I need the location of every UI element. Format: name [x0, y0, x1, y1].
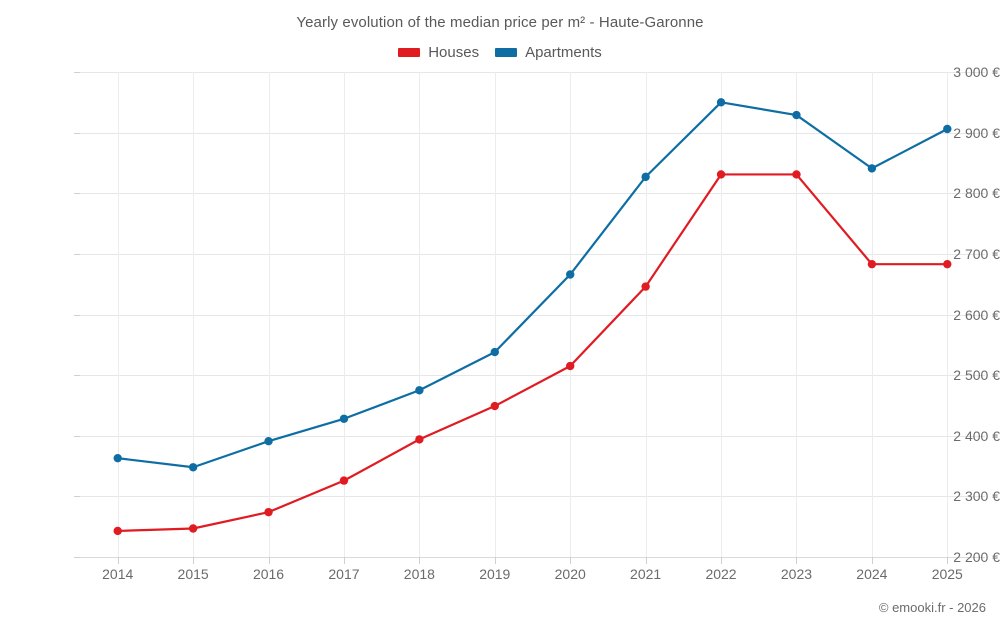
y-axis-tick — [74, 435, 80, 437]
x-axis-tick — [268, 557, 270, 564]
gridline-vertical — [268, 72, 270, 557]
gridline-vertical — [117, 72, 119, 557]
y-axis-tick — [74, 314, 80, 316]
x-axis-label: 2015 — [177, 566, 209, 582]
y-axis-tick — [74, 253, 80, 255]
y-axis-tick — [74, 72, 80, 73]
gridline-horizontal — [80, 496, 985, 498]
gridline-horizontal — [80, 375, 985, 377]
gridline-vertical — [645, 72, 647, 557]
gridline-vertical — [570, 72, 572, 557]
chart-legend: Houses Apartments — [0, 44, 1000, 61]
x-axis-label: 2021 — [630, 566, 662, 582]
chart-title: Yearly evolution of the median price per… — [296, 14, 704, 31]
x-axis-label: 2014 — [102, 566, 134, 582]
x-axis-tick — [419, 557, 421, 564]
y-axis-label: 2 900 € — [953, 124, 1000, 141]
gridline-vertical — [871, 72, 873, 557]
x-axis-line — [80, 557, 985, 558]
y-axis-label: 2 800 € — [953, 185, 1000, 202]
gridline-vertical — [193, 72, 195, 557]
x-axis-tick — [796, 557, 798, 564]
x-axis-label: 2016 — [252, 566, 285, 582]
y-axis-tick — [74, 496, 80, 498]
x-axis-tick — [871, 557, 873, 564]
x-axis-label: 2018 — [403, 566, 435, 582]
x-axis-label: 2017 — [328, 566, 360, 582]
gridline-horizontal — [80, 72, 985, 73]
y-axis-label: 2 600 € — [953, 306, 1000, 323]
gridline-horizontal — [80, 253, 985, 255]
x-axis-label: 2022 — [705, 566, 737, 582]
gridline-vertical — [494, 72, 496, 557]
y-axis-label: 2 300 € — [953, 488, 1000, 505]
x-axis-tick — [645, 557, 647, 564]
x-axis-tick — [570, 557, 572, 564]
x-axis-label: 2024 — [856, 566, 888, 582]
x-axis-label: 2025 — [931, 566, 963, 582]
y-axis-label: 2 200 € — [953, 549, 1000, 565]
y-axis-label: 2 500 € — [953, 367, 1000, 384]
x-axis-label: 2023 — [780, 566, 813, 582]
legend-color-swatch-apartments — [495, 48, 518, 57]
gridline-vertical — [796, 72, 798, 557]
gridline-horizontal — [80, 132, 985, 134]
x-axis-tick — [721, 557, 723, 564]
y-axis-label: 2 700 € — [953, 245, 1000, 262]
y-axis-tick — [74, 193, 80, 195]
plot-area — [80, 72, 985, 558]
x-axis-label: 2020 — [554, 566, 586, 582]
gridline-horizontal — [80, 314, 985, 316]
x-axis-tick — [343, 557, 345, 564]
y-axis-tick — [74, 132, 80, 134]
legend-label-houses: Houses — [428, 44, 480, 61]
legend-item-apartments[interactable]: Apartments — [495, 44, 602, 61]
gridline-vertical — [721, 72, 723, 557]
legend-label-apartments: Apartments — [525, 44, 602, 61]
gridline-vertical — [419, 72, 421, 557]
y-axis-tick — [74, 375, 80, 377]
y-axis-tick — [74, 557, 80, 558]
x-axis-tick — [494, 557, 496, 564]
legend-color-swatch-houses — [398, 48, 421, 57]
x-axis-label: 2019 — [479, 566, 511, 582]
y-axis-label: 2 400 € — [953, 427, 1000, 444]
x-axis-tick — [117, 557, 119, 564]
gridline-horizontal — [80, 435, 985, 437]
copyright-credit: © emooki.fr - 2026 — [878, 600, 986, 615]
x-axis-tick — [193, 557, 195, 564]
gridline-vertical — [343, 72, 345, 557]
gridline-horizontal — [80, 193, 985, 195]
y-axis-label: 3 000 € — [953, 64, 1000, 80]
x-axis-tick — [947, 557, 949, 564]
legend-item-houses[interactable]: Houses — [398, 44, 479, 61]
